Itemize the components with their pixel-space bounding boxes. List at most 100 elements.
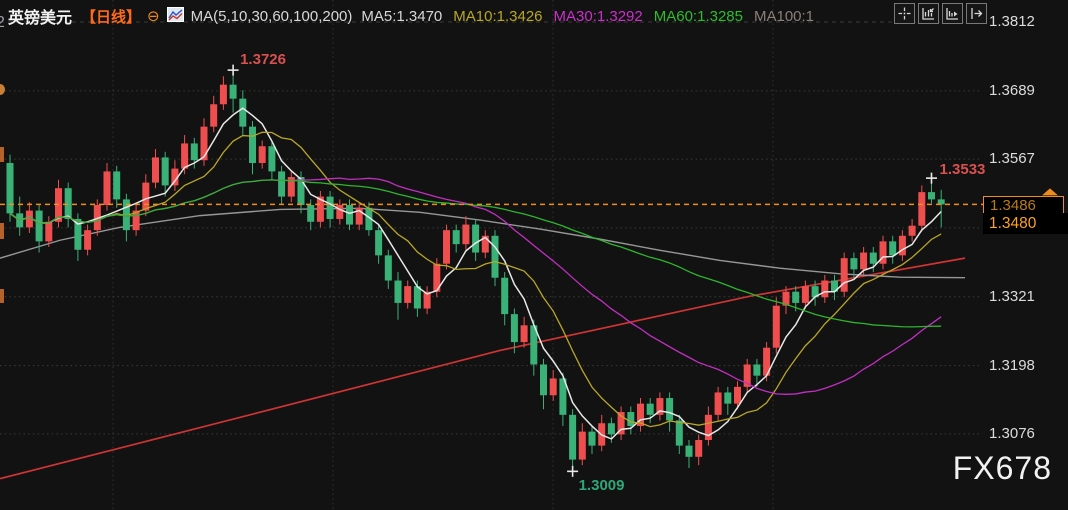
collapse-icon[interactable]: ⊖ (147, 8, 160, 25)
clipped-left-marker (0, 223, 4, 239)
recent-high-annotation: 1.3533 (939, 161, 986, 179)
candle-body (714, 392, 722, 415)
candle-body (200, 126, 208, 161)
candle-body (472, 224, 480, 253)
price-tick: 1.3321 (989, 287, 1035, 305)
ma-legend-value: MA5:1.3470 (361, 7, 443, 25)
candle-body (772, 305, 780, 348)
candle-body (84, 230, 92, 250)
pane-move-right-icon[interactable] (966, 3, 987, 24)
candle-body (462, 224, 470, 245)
candle-body (239, 98, 247, 127)
candle-body (510, 314, 518, 343)
candle-body (491, 235, 499, 278)
ma-legend-value: MA10:1.3426 (453, 7, 543, 25)
candle-body (675, 420, 683, 446)
candle-body (190, 143, 198, 161)
candle-body (287, 177, 295, 197)
ma60-line (9, 179, 942, 328)
candle-body (394, 280, 402, 303)
indicator-icon[interactable] (166, 6, 184, 26)
candle-body (481, 235, 489, 253)
candle-body (365, 207, 373, 231)
price-tick: 1.3812 (989, 13, 1035, 30)
candle-body (443, 230, 450, 264)
candle-body (268, 146, 276, 172)
candle-body (540, 364, 547, 396)
candle-body (879, 241, 887, 264)
candle-body (64, 188, 72, 219)
candle-body (520, 325, 528, 343)
candle-body (433, 263, 441, 292)
candle-body (811, 286, 819, 298)
clipped-left-marker (0, 289, 4, 303)
candle-body (724, 392, 732, 404)
price-tick: 1.3198 (989, 356, 1035, 374)
candle-body (384, 255, 392, 281)
candle-body (937, 199, 945, 205)
candle-body (928, 192, 935, 200)
candle-body (229, 84, 237, 99)
candle-body (452, 230, 460, 245)
candle-body (501, 277, 509, 315)
ma5-line (9, 107, 942, 440)
peak-high-annotation: 1.3726 (240, 51, 286, 69)
candle-body (607, 423, 615, 435)
candle-body (132, 210, 140, 231)
candle-body (666, 398, 674, 421)
price-tick: 1.3076 (989, 424, 1035, 442)
watermark: FX678 (952, 450, 1052, 486)
candle-body (869, 252, 877, 264)
clipped-left-marker (0, 147, 4, 162)
ma-legend-value: MA30:1.3292 (553, 7, 643, 25)
candle-body (307, 204, 315, 222)
ma-settings-label[interactable]: MA(5,10,30,60,100,200) (190, 7, 353, 25)
candle-body (734, 386, 741, 404)
candle-body (142, 182, 150, 211)
price-tick: 1.3567 (989, 150, 1035, 168)
candle-body (297, 177, 305, 205)
candle-body (860, 252, 868, 270)
candle-body (685, 445, 693, 457)
candle-body (588, 431, 596, 446)
candle-body (850, 258, 858, 270)
candle-body (35, 210, 43, 242)
candle-body (821, 280, 829, 298)
timeframe-label[interactable]: 【日线】 (81, 8, 142, 26)
candle-body (249, 126, 256, 164)
candle-body (782, 291, 790, 306)
candle-body (617, 412, 625, 435)
price-line-label: 1.3480 (983, 213, 1068, 235)
pane-shrink-icon[interactable] (918, 3, 939, 24)
candle-body (103, 171, 111, 205)
candle-body (375, 230, 383, 256)
clipped-left-marker (0, 84, 5, 95)
candle-body (627, 412, 635, 427)
clipped-left-text: 2 (0, 14, 5, 31)
crosshair-icon[interactable] (894, 3, 915, 24)
candle-body (161, 157, 169, 186)
candle-body (801, 286, 809, 303)
candle-body (93, 204, 101, 231)
candle-body (831, 280, 838, 292)
candle-body (413, 286, 421, 309)
chart-legend: 英镑美元 【日线】 ⊖ MA(5,10,30,60,100,200) MA5:1… (8, 4, 814, 28)
candle-body (423, 291, 431, 309)
candle-body (656, 398, 664, 415)
candle-body (152, 157, 159, 183)
candle-body (355, 207, 363, 225)
candle-body (753, 364, 761, 376)
candle-body (278, 171, 286, 197)
price-arrow-icon (1042, 188, 1058, 196)
pane-expand-icon[interactable] (942, 3, 963, 24)
candle-body (404, 286, 412, 303)
ma-legend-value: MA60:1.3285 (653, 7, 743, 25)
candle-body (326, 196, 334, 219)
candle-body (704, 414, 712, 441)
candle-body (918, 192, 926, 226)
candle-body (25, 210, 33, 228)
candle-body (122, 199, 130, 231)
candle-body (6, 163, 14, 214)
